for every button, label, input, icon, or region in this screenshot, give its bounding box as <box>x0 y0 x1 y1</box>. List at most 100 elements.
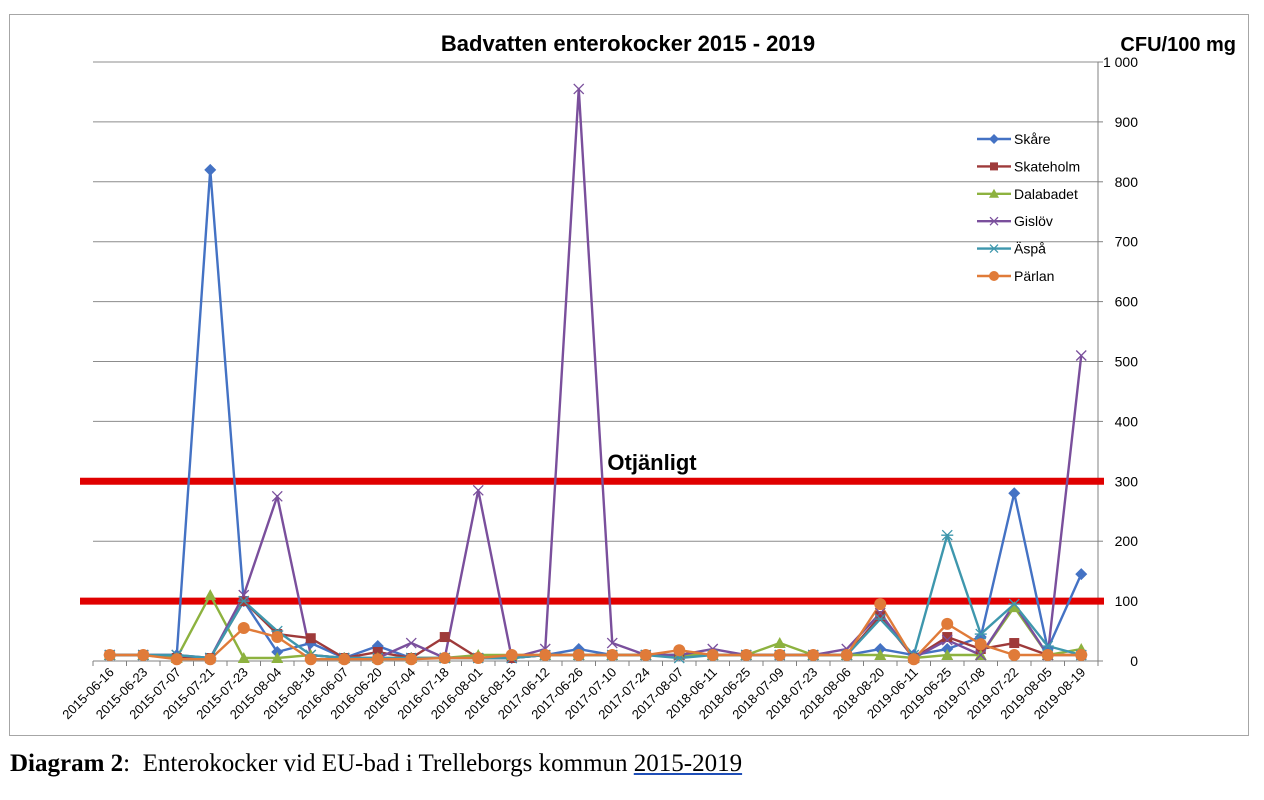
series-1-point <box>1009 638 1020 649</box>
caption-label: Diagram 2 <box>10 750 124 777</box>
series-3-point <box>941 634 953 646</box>
series-4-point <box>1008 598 1021 610</box>
threshold-lines <box>80 477 1104 605</box>
legend-label: Pärlan <box>1014 268 1054 284</box>
legend-label: Äspå <box>1014 241 1046 257</box>
series-0-point <box>1008 487 1021 500</box>
y-tick-label: 300 <box>1115 473 1139 489</box>
series-5-point <box>1041 649 1054 662</box>
series-5-point <box>874 598 887 611</box>
caption-text: Enterokocker vid EU-bad i Trelleborgs ko… <box>130 750 634 777</box>
y-tick-label: 700 <box>1115 234 1139 250</box>
series-5-point <box>773 649 786 662</box>
series-1-line <box>109 599 1082 660</box>
series-2-point <box>773 637 786 649</box>
series-3-point <box>975 649 987 661</box>
series-3-point <box>573 83 585 95</box>
series-4-line <box>109 534 1082 660</box>
caption-separator: : <box>123 750 131 777</box>
legend-marker <box>990 162 998 171</box>
series-1-point <box>439 632 450 643</box>
y-tick-label: 1 000 <box>1103 54 1138 70</box>
series-2-point <box>271 652 284 664</box>
series-5-point <box>673 644 686 657</box>
series-5-point <box>170 653 183 666</box>
legend-label: Skateholm <box>1014 158 1080 174</box>
series-3-line <box>109 87 1083 660</box>
series-5-point <box>807 649 820 662</box>
y-tick-labels: 0 100 200 300 400 500 600 700 800 900 1 000 <box>1103 54 1138 669</box>
series-0-line <box>109 168 1083 660</box>
legend-marker <box>989 216 999 226</box>
series-3-point <box>405 637 417 649</box>
series-markers <box>103 83 1088 666</box>
series-0-point <box>204 163 217 176</box>
series-5-point <box>405 653 418 666</box>
figure-caption: Diagram 2: Enterokocker vid EU-bad i Tre… <box>10 750 742 778</box>
series-3-point <box>271 490 283 502</box>
annotation-otjanligt: Otjänligt <box>607 450 697 475</box>
gridlines <box>92 61 1103 666</box>
series-5-point <box>371 653 384 666</box>
series-5-point <box>740 649 753 662</box>
series-5-point <box>237 622 250 635</box>
series-2-point <box>237 652 250 664</box>
series-1-point <box>305 633 316 644</box>
y-axis-label: CFU/100 mg <box>1120 34 1236 56</box>
series-1-point <box>942 632 953 643</box>
series-2-point <box>1008 601 1021 613</box>
series-4-point <box>974 628 987 640</box>
legend-label: Gislöv <box>1014 213 1053 229</box>
series-5-point <box>572 649 585 662</box>
legend: Skåre Skateholm Dalabadet Gislöv Äspå Pärlan <box>977 131 1080 284</box>
series-5-point <box>606 649 619 662</box>
y-tick-label: 500 <box>1115 354 1139 370</box>
series-3-point <box>606 637 618 649</box>
series-5-point <box>974 638 987 651</box>
series-5-point <box>338 653 351 666</box>
series-3-point <box>472 484 484 496</box>
series-5-point <box>271 631 284 644</box>
series-5-point <box>941 617 954 630</box>
series-lines <box>109 87 1083 661</box>
series-5-point <box>639 649 652 662</box>
series-3-point <box>1075 350 1087 361</box>
y-tick-label: 900 <box>1115 114 1139 130</box>
series-0-point <box>1075 568 1088 581</box>
series-5-point <box>438 652 451 665</box>
series-4-point <box>237 595 250 607</box>
series-1-point <box>875 611 886 622</box>
series-5-point <box>1075 649 1088 662</box>
series-5-point <box>505 649 518 662</box>
legend-marker <box>989 134 999 144</box>
series-5-point <box>137 649 150 662</box>
y-tick-label: 100 <box>1115 593 1139 609</box>
y-tick-label: 0 <box>1130 653 1138 669</box>
y-tick-label: 800 <box>1115 174 1139 190</box>
series-5-point <box>907 653 920 666</box>
legend-label: Dalabadet <box>1014 186 1078 202</box>
series-5-point <box>472 652 485 665</box>
legend-marker <box>989 244 999 254</box>
series-4-point <box>1041 640 1054 652</box>
chart-title: Badvatten enterokocker 2015 - 2019 <box>441 31 815 56</box>
series-5-point <box>1008 649 1021 662</box>
legend-label: Skåre <box>1014 131 1051 147</box>
series-5-point <box>204 653 217 666</box>
series-2-point <box>874 649 887 661</box>
series-5-point <box>539 649 552 662</box>
series-5-point <box>840 649 853 662</box>
series-5-point <box>304 653 317 666</box>
series-5-point <box>103 649 116 662</box>
legend-marker <box>989 188 999 198</box>
y-tick-label: 200 <box>1115 533 1139 549</box>
series-5-point <box>706 649 719 662</box>
caption-years: 2015-2019 <box>633 750 743 777</box>
y-tick-label: 400 <box>1115 413 1139 429</box>
series-2-point <box>204 589 217 601</box>
chart-frame <box>9 14 1249 736</box>
series-4-point <box>874 613 887 625</box>
x-tick-labels: 2015-06-162015-06-232015-07-072015-07-21… <box>59 665 1088 723</box>
series-2-point <box>941 649 954 661</box>
legend-marker <box>989 271 999 281</box>
